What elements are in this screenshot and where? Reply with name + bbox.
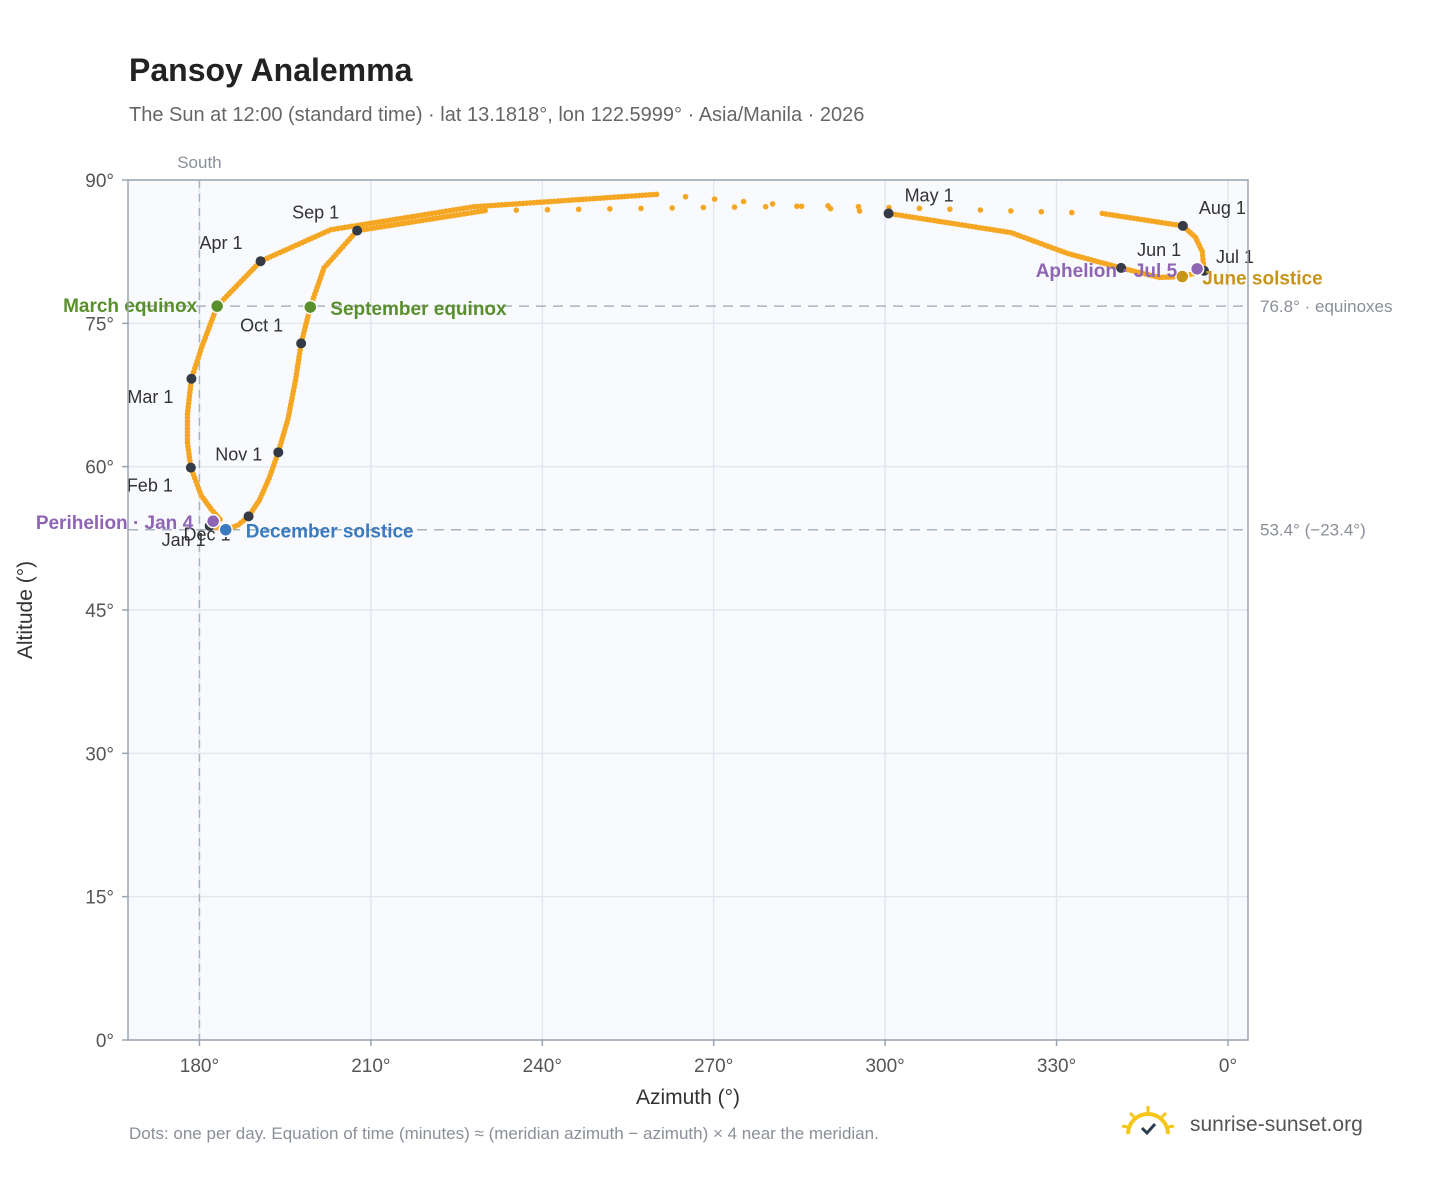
day-dot xyxy=(711,196,718,202)
y-tick-label: 90° xyxy=(85,171,114,192)
x-tick-label: 300° xyxy=(865,1056,904,1077)
meridian-label: South xyxy=(177,153,221,172)
event-marker xyxy=(209,298,225,314)
day-dot xyxy=(794,203,800,210)
event-label: December solstice xyxy=(246,522,414,543)
month-label: Mar 1 xyxy=(127,387,173,407)
day-dot xyxy=(825,203,831,209)
footnote: Dots: one per day. Equation of time (min… xyxy=(129,1124,879,1143)
reference-lines: 76.8° · equinoxes 53.4° (−23.4°) xyxy=(128,297,1393,540)
brand-name: sunrise-sunset.org xyxy=(1190,1113,1363,1136)
event-marker xyxy=(303,299,318,315)
event-marker xyxy=(218,522,233,537)
meridian-line: South xyxy=(177,153,222,1040)
day-dot xyxy=(769,201,776,207)
day-dot xyxy=(731,204,738,210)
day-dot xyxy=(916,205,923,212)
day-dot xyxy=(513,207,520,213)
day-dot xyxy=(1038,208,1045,215)
month-label: Jul 1 xyxy=(1216,247,1254,267)
day-dot xyxy=(700,204,707,211)
month-label: Oct 1 xyxy=(240,315,283,335)
day-dot xyxy=(669,205,675,211)
day-dot xyxy=(947,206,953,212)
chart-subtitle: The Sun at 12:00 (standard time) · lat 1… xyxy=(129,104,865,126)
month-label: Nov 1 xyxy=(215,444,262,464)
grid-lines xyxy=(128,179,1248,1041)
month-marker xyxy=(352,225,363,236)
day-dot xyxy=(607,206,613,212)
month-marker xyxy=(1116,262,1127,273)
month-marker xyxy=(296,338,307,349)
y-tick-label: 15° xyxy=(85,888,114,909)
x-tick-label: 210° xyxy=(351,1056,390,1077)
sun-logo-icon xyxy=(1121,1106,1175,1136)
y-tick-label: 0° xyxy=(96,1031,114,1052)
month-label: Jun 1 xyxy=(1137,240,1181,260)
month-label: Sep 1 xyxy=(292,203,339,223)
x-tick-label: 330° xyxy=(1037,1056,1076,1077)
day-dot xyxy=(544,206,551,213)
month-marker xyxy=(273,447,284,458)
day-dot xyxy=(1069,209,1075,216)
y-tick-label: 30° xyxy=(85,744,114,765)
month-label: Jan 1 xyxy=(162,530,206,550)
y-tick-label: 45° xyxy=(85,601,114,622)
day-dot xyxy=(762,203,769,210)
day-dot xyxy=(856,208,863,214)
month-label: Aug 1 xyxy=(1199,198,1246,218)
month-marker xyxy=(883,208,894,219)
month-marker xyxy=(255,256,266,267)
x-tick-label: 180° xyxy=(180,1056,219,1077)
month-marker xyxy=(186,373,197,384)
event-label: September equinox xyxy=(330,299,507,320)
event-marker xyxy=(1189,261,1205,277)
day-dot xyxy=(740,198,747,205)
x-tick-label: 270° xyxy=(694,1056,733,1077)
day-dot xyxy=(638,205,644,212)
y-tick-label: 75° xyxy=(85,314,114,335)
event-markers: March equinox September equinox June solst… xyxy=(36,261,1323,543)
y-axis-label: Altitude (°) xyxy=(14,561,37,659)
month-marker xyxy=(1177,220,1188,231)
day-dot xyxy=(1099,210,1106,217)
reference-label: 76.8° · equinoxes xyxy=(1260,297,1393,316)
event-label: June solstice xyxy=(1202,269,1322,290)
day-dot xyxy=(855,203,862,210)
day-dot xyxy=(798,203,805,210)
month-marker xyxy=(243,511,254,522)
day-dot xyxy=(575,206,582,213)
reference-label: 53.4° (−23.4°) xyxy=(1260,521,1366,540)
event-marker xyxy=(205,513,221,529)
day-dot xyxy=(977,207,984,213)
x-tick-label: 0° xyxy=(1219,1056,1237,1077)
day-dot xyxy=(1008,208,1014,214)
day-dot xyxy=(682,193,689,200)
event-label: Aphelion · Jul 5 xyxy=(1036,261,1178,282)
x-axis-ticks: 180° 210° 240° 270° 300° 330° 0° xyxy=(180,1040,1237,1077)
event-marker xyxy=(1175,269,1190,284)
chart-title: Pansoy Analemma xyxy=(129,52,413,88)
event-label: Perihelion · Jan 4 xyxy=(36,513,194,534)
brand[interactable]: sunrise-sunset.org xyxy=(1120,1104,1390,1146)
event-label: March equinox xyxy=(63,296,198,317)
y-axis-ticks: 0° 15° 30° 45° 60° 75° 90° xyxy=(85,171,128,1052)
month-marker xyxy=(185,462,196,473)
month-label: Apr 1 xyxy=(200,233,243,253)
month-label: May 1 xyxy=(905,185,954,205)
day-dot xyxy=(653,191,660,198)
x-tick-label: 240° xyxy=(523,1056,562,1077)
month-label: Feb 1 xyxy=(127,476,173,496)
y-tick-label: 60° xyxy=(85,458,114,479)
month-markers: Jan 1 Feb 1 Mar 1 Apr 1 May 1 Jun 1 Jul 1 Aug 1… xyxy=(127,185,1254,549)
x-axis-label: Azimuth (°) xyxy=(636,1086,740,1109)
